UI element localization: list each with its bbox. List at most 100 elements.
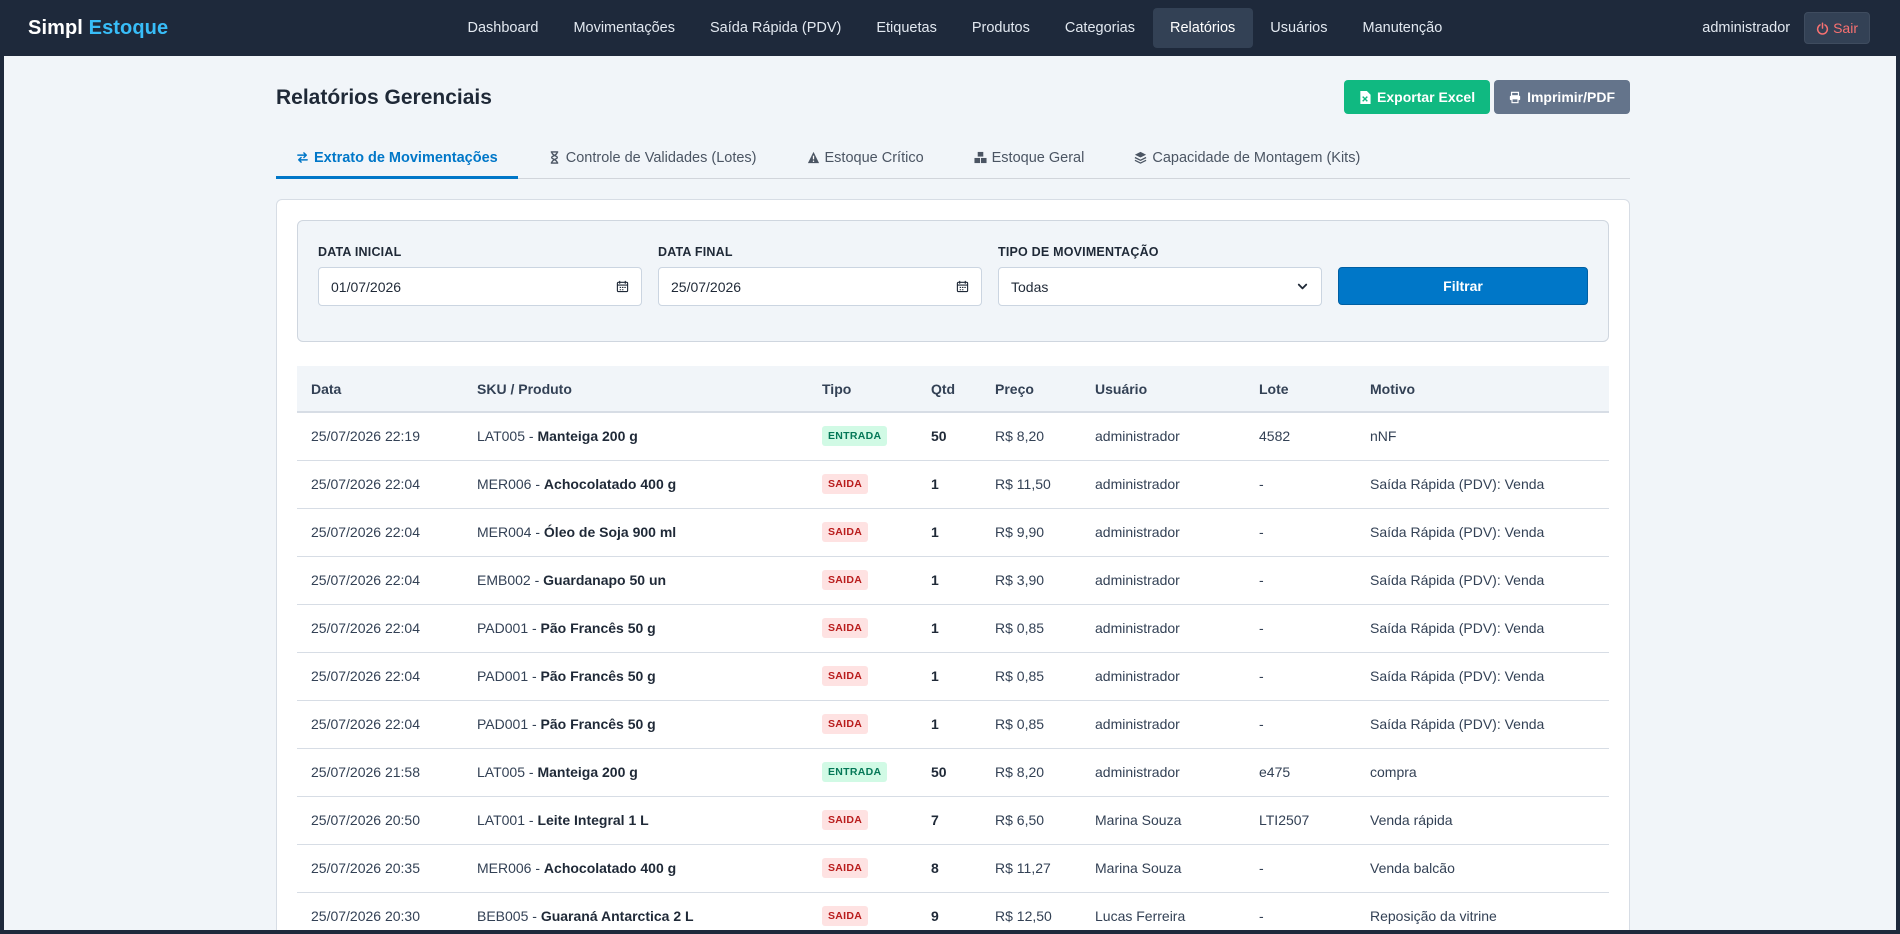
table-row[interactable]: 25/07/2026 22:04 PAD001 - Pão Francês 50 … bbox=[297, 604, 1609, 653]
cell-sku-produto: EMB002 - Guardanapo 50 un bbox=[463, 556, 808, 605]
col-header-tipo[interactable]: Tipo bbox=[808, 366, 917, 413]
cell-usuario: administrador bbox=[1081, 748, 1245, 797]
col-header-lote[interactable]: Lote bbox=[1245, 366, 1356, 413]
cell-produto: Achocolatado 400 g bbox=[543, 476, 677, 492]
cell-data: 25/07/2026 20:30 bbox=[297, 892, 463, 930]
cell-preco: R$ 8,20 bbox=[981, 412, 1081, 461]
brand-logo[interactable]: Simpl Estoque bbox=[28, 17, 168, 40]
export-excel-button[interactable]: Exportar Excel bbox=[1344, 80, 1491, 114]
cell-motivo: Saída Rápida (PDV): Venda bbox=[1356, 700, 1609, 749]
type-badge: SAIDA bbox=[822, 858, 869, 878]
cell-data: 25/07/2026 20:35 bbox=[297, 844, 463, 893]
cell-motivo: Saída Rápida (PDV): Venda bbox=[1356, 460, 1609, 509]
col-header-motivo[interactable]: Motivo bbox=[1356, 366, 1609, 413]
cell-motivo: Reposição da vitrine bbox=[1356, 892, 1609, 930]
cell-lote: - bbox=[1245, 700, 1356, 749]
start-date-field: DATA INICIAL 01/07/2026 bbox=[318, 241, 642, 306]
type-value: Todas bbox=[1011, 278, 1049, 295]
cell-sku: LAT005 - bbox=[477, 764, 538, 780]
type-badge: ENTRADA bbox=[822, 762, 888, 782]
cell-lote: 4582 bbox=[1245, 412, 1356, 461]
nav-item-movimentacoes[interactable]: Movimentações bbox=[573, 20, 675, 36]
tab-label: Controle de Validades (Lotes) bbox=[565, 149, 757, 166]
current-user: administrador bbox=[1702, 20, 1791, 36]
cell-data: 25/07/2026 22:04 bbox=[297, 652, 463, 701]
cell-motivo: Saída Rápida (PDV): Venda bbox=[1356, 508, 1609, 557]
table-row[interactable]: 25/07/2026 20:35 MER006 - Achocolatado 40… bbox=[297, 844, 1609, 893]
logout-button[interactable]: Sair bbox=[1804, 12, 1870, 44]
table-header-row: Data SKU / Produto Tipo Qtd Preço Usuári… bbox=[297, 366, 1609, 413]
cell-produto: Pão Francês 50 g bbox=[540, 668, 656, 684]
cell-sku-produto: MER006 - Achocolatado 400 g bbox=[463, 460, 808, 509]
cell-tipo: ENTRADA bbox=[808, 412, 917, 461]
table-row[interactable]: 25/07/2026 22:04 PAD001 - Pão Francês 50 … bbox=[297, 700, 1609, 749]
tab-estoque-geral[interactable]: Estoque Geral bbox=[944, 136, 1105, 179]
col-header-data[interactable]: Data bbox=[297, 366, 463, 413]
cell-usuario: administrador bbox=[1081, 700, 1245, 749]
table-row[interactable]: 25/07/2026 22:04 MER006 - Achocolatado 40… bbox=[297, 460, 1609, 509]
cell-qtd: 1 bbox=[917, 700, 981, 749]
table-row[interactable]: 25/07/2026 20:50 LAT001 - Leite Integral … bbox=[297, 796, 1609, 845]
tab-estoque-critico[interactable]: Estoque Crítico bbox=[777, 136, 944, 179]
nav-item-categorias[interactable]: Categorias bbox=[1064, 20, 1135, 36]
type-badge: SAIDA bbox=[822, 666, 869, 686]
cell-usuario: Lucas Ferreira bbox=[1081, 892, 1245, 930]
cell-sku: PAD001 - bbox=[477, 620, 541, 636]
report-tabs: Extrato de Movimentações Controle de Val… bbox=[276, 136, 1630, 179]
cell-preco: R$ 9,90 bbox=[981, 508, 1081, 557]
cell-preco: R$ 0,85 bbox=[981, 652, 1081, 701]
nav-item-produtos[interactable]: Produtos bbox=[971, 20, 1030, 36]
cell-qtd: 8 bbox=[917, 844, 981, 893]
report-card: DATA INICIAL 01/07/2026 DATA FINAL 25/07… bbox=[276, 199, 1630, 930]
col-header-usuario[interactable]: Usuário bbox=[1081, 366, 1245, 413]
cell-tipo: SAIDA bbox=[808, 700, 917, 749]
cell-produto: Óleo de Soja 900 ml bbox=[543, 524, 677, 540]
end-date-input[interactable]: 25/07/2026 bbox=[658, 267, 982, 306]
cell-preco: R$ 3,90 bbox=[981, 556, 1081, 605]
table-row[interactable]: 25/07/2026 22:04 EMB002 - Guardanapo 50 u… bbox=[297, 556, 1609, 605]
nav-item-usuarios[interactable]: Usuários bbox=[1270, 20, 1328, 36]
cell-lote: - bbox=[1245, 556, 1356, 605]
cell-preco: R$ 11,27 bbox=[981, 844, 1081, 893]
tab-label: Estoque Crítico bbox=[824, 149, 924, 166]
cell-data: 25/07/2026 20:50 bbox=[297, 796, 463, 845]
cell-preco: R$ 8,20 bbox=[981, 748, 1081, 797]
col-header-qtd[interactable]: Qtd bbox=[917, 366, 981, 413]
nav-item-manutencao[interactable]: Manutenção bbox=[1362, 20, 1443, 36]
tab-capacidade-montagem[interactable]: Capacidade de Montagem (Kits) bbox=[1104, 136, 1380, 179]
table-row[interactable]: 25/07/2026 22:04 PAD001 - Pão Francês 50 … bbox=[297, 652, 1609, 701]
table-row[interactable]: 25/07/2026 20:30 BEB005 - Guaraná Antarct… bbox=[297, 892, 1609, 930]
type-badge: SAIDA bbox=[822, 570, 869, 590]
cell-lote: - bbox=[1245, 508, 1356, 557]
tab-controle-validades[interactable]: Controle de Validades (Lotes) bbox=[518, 136, 777, 179]
cell-qtd: 9 bbox=[917, 892, 981, 930]
nav-item-saida-rapida[interactable]: Saída Rápida (PDV) bbox=[709, 20, 842, 36]
end-date-field: DATA FINAL 25/07/2026 bbox=[658, 241, 982, 306]
cell-data: 25/07/2026 22:04 bbox=[297, 700, 463, 749]
cell-sku: BEB005 - bbox=[477, 908, 541, 924]
filter-button[interactable]: Filtrar bbox=[1338, 267, 1588, 305]
col-header-preco[interactable]: Preço bbox=[981, 366, 1081, 413]
movements-table: Data SKU / Produto Tipo Qtd Preço Usuári… bbox=[297, 366, 1609, 930]
type-select[interactable]: Todas bbox=[998, 267, 1322, 306]
nav-item-relatorios[interactable]: Relatórios bbox=[1152, 8, 1253, 48]
table-row[interactable]: 25/07/2026 22:04 MER004 - Óleo de Soja 90… bbox=[297, 508, 1609, 557]
cell-preco: R$ 0,85 bbox=[981, 700, 1081, 749]
cell-sku: MER006 - bbox=[477, 860, 544, 876]
cell-usuario: administrador bbox=[1081, 652, 1245, 701]
type-badge: ENTRADA bbox=[822, 426, 888, 447]
cell-sku: EMB002 - bbox=[477, 572, 544, 588]
cell-qtd: 1 bbox=[917, 604, 981, 653]
nav-item-etiquetas[interactable]: Etiquetas bbox=[876, 20, 937, 36]
col-header-sku-produto[interactable]: SKU / Produto bbox=[463, 366, 808, 413]
app-frame: Simpl Estoque Dashboard Movimentações Sa… bbox=[4, 0, 1896, 930]
start-date-input[interactable]: 01/07/2026 bbox=[318, 267, 642, 306]
cell-usuario: administrador bbox=[1081, 460, 1245, 509]
tab-extrato-movimentacoes[interactable]: Extrato de Movimentações bbox=[276, 136, 518, 179]
print-pdf-button[interactable]: Imprimir/PDF bbox=[1494, 80, 1630, 114]
cell-usuario: administrador bbox=[1081, 556, 1245, 605]
nav-item-dashboard[interactable]: Dashboard bbox=[467, 20, 539, 36]
